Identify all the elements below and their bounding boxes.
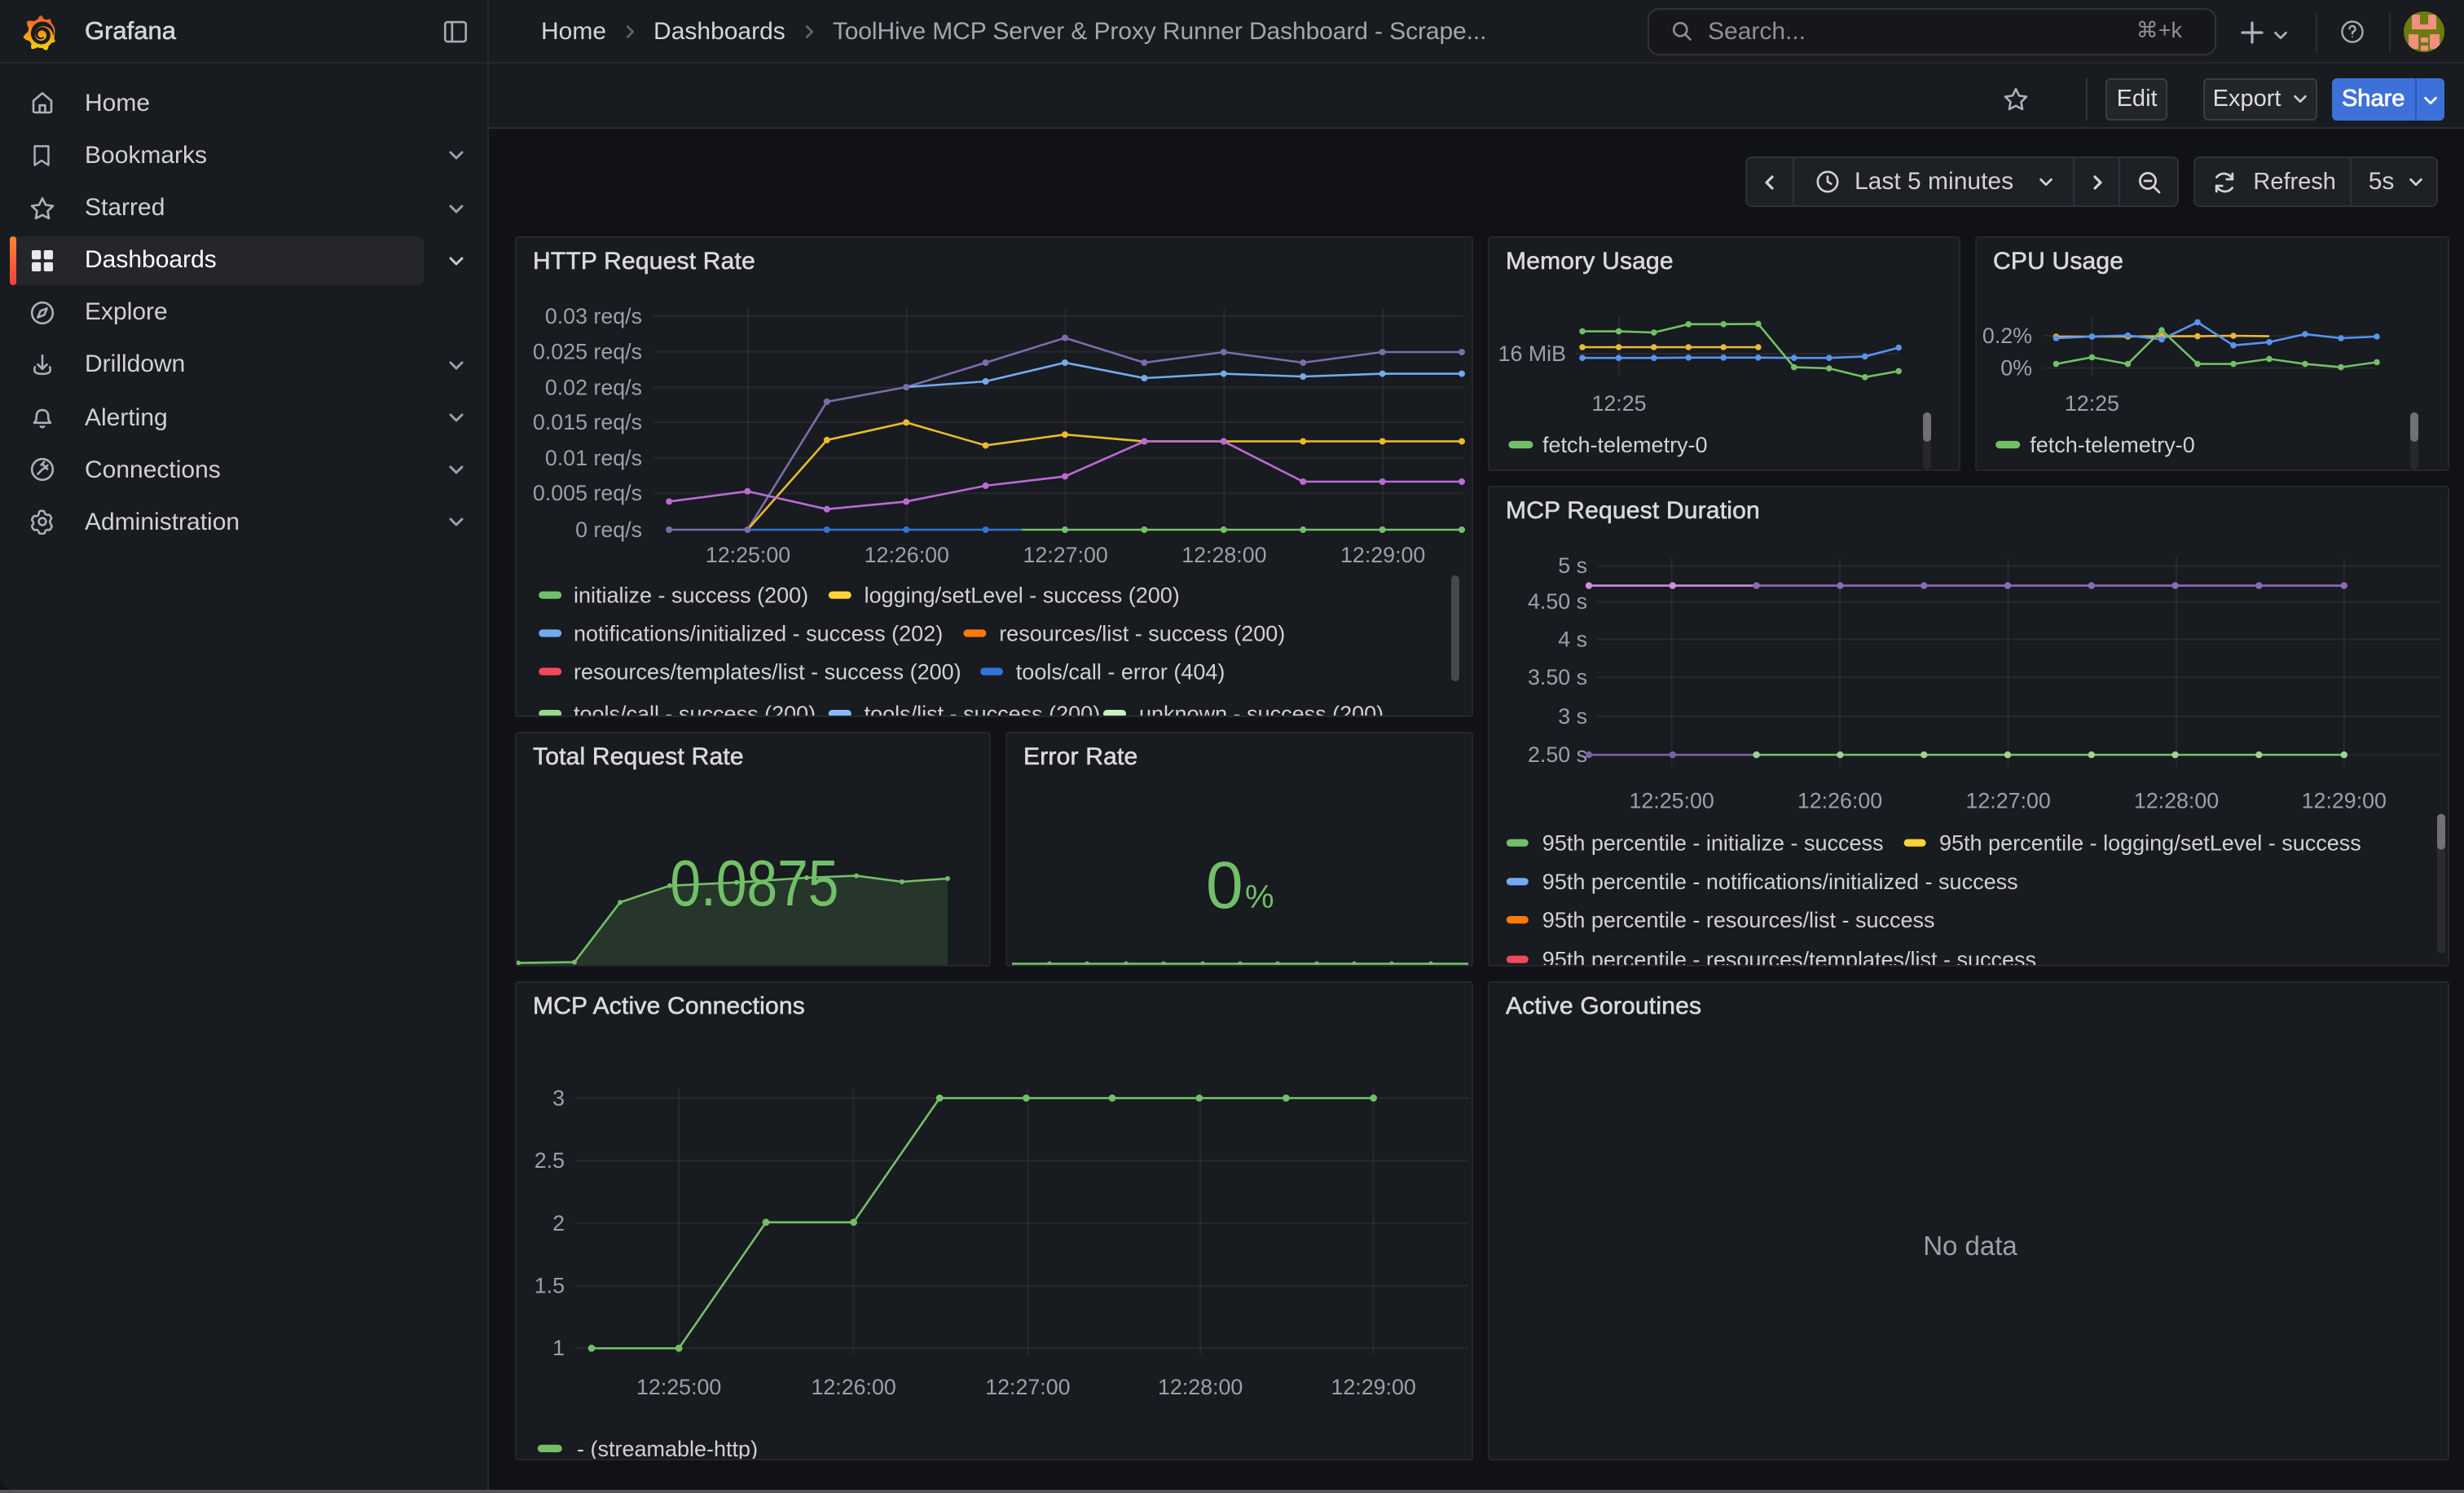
svg-text:0 req/s: 0 req/s [575,517,642,542]
svg-text:95th percentile - resources/li: 95th percentile - resources/list - succe… [1542,907,1935,931]
svg-text:4 s: 4 s [1558,627,1587,651]
svg-text:12:25: 12:25 [2065,391,2119,416]
svg-text:12:26:00: 12:26:00 [811,1374,895,1398]
svg-text:initialize - success (200): initialize - success (200) [574,584,808,608]
svg-text:fetch-telemetry-0: fetch-telemetry-0 [1542,433,1708,457]
svg-text:12:26:00: 12:26:00 [865,543,949,567]
svg-text:95th percentile - notification: 95th percentile - notifications/initiali… [1542,869,2018,893]
svg-text:12:25:00: 12:25:00 [1629,788,1714,813]
svg-text:12:28:00: 12:28:00 [2134,788,2219,813]
svg-text:0.005 req/s: 0.005 req/s [533,481,642,505]
svg-text:5 s: 5 s [1558,553,1587,577]
svg-text:12:29:00: 12:29:00 [2302,788,2387,813]
svg-text:resources/list - success (200): resources/list - success (200) [999,621,1285,645]
svg-text:notifications/initialized - su: notifications/initialized - success (202… [574,621,943,645]
svg-text:resources/templates/list - suc: resources/templates/list - success (200) [574,659,961,684]
svg-text:unknown - success (200): unknown - success (200) [1139,702,1384,716]
svg-text:0: 0 [1206,848,1243,923]
svg-text:tools/list - success (200): tools/list - success (200) [865,702,1101,716]
svg-text:12:29:00: 12:29:00 [1340,543,1425,567]
svg-text:0.0875: 0.0875 [670,847,838,919]
svg-text:3.50 s: 3.50 s [1528,664,1587,689]
svg-text:0.03 req/s: 0.03 req/s [545,304,642,328]
svg-text:12:25: 12:25 [1591,391,1646,416]
svg-text:logging/setLevel - success (20: logging/setLevel - success (200) [865,584,1180,608]
svg-text:3: 3 [552,1085,565,1109]
svg-text:95th percentile - logging/setL: 95th percentile - logging/setLevel - suc… [1939,830,2361,855]
svg-text:16 MiB: 16 MiB [1498,341,1566,366]
svg-text:fetch-telemetry-0: fetch-telemetry-0 [2030,433,2195,457]
svg-text:%: % [1245,879,1274,915]
svg-text:2.5: 2.5 [535,1147,565,1172]
svg-text:12:27:00: 12:27:00 [1023,543,1107,567]
svg-text:12:27:00: 12:27:00 [985,1374,1070,1398]
svg-text:12:28:00: 12:28:00 [1181,543,1266,567]
svg-text:0.01 req/s: 0.01 req/s [545,446,642,470]
svg-text:4.50 s: 4.50 s [1528,588,1587,613]
svg-text:0%: 0% [2000,356,2032,381]
svg-text:95th percentile - initialize -: 95th percentile - initialize - success [1542,830,1884,855]
svg-text:1.5: 1.5 [535,1273,565,1297]
svg-text:1: 1 [552,1335,565,1359]
svg-text:tools/call - success (200): tools/call - success (200) [574,702,816,716]
svg-text:12:25:00: 12:25:00 [706,543,790,567]
svg-text:0.015 req/s: 0.015 req/s [533,410,642,434]
svg-text:12:29:00: 12:29:00 [1331,1374,1415,1398]
svg-text:2: 2 [552,1210,565,1235]
svg-text:12:27:00: 12:27:00 [1965,788,2050,813]
svg-text:0.2%: 0.2% [1982,324,2032,348]
svg-text:12:26:00: 12:26:00 [1797,788,1882,813]
svg-text:- (streamable-http): - (streamable-http) [577,1436,758,1459]
svg-text:3 s: 3 s [1558,703,1587,728]
svg-text:12:28:00: 12:28:00 [1158,1374,1243,1398]
svg-text:0.025 req/s: 0.025 req/s [533,340,642,364]
svg-text:0.02 req/s: 0.02 req/s [545,375,642,399]
svg-text:12:25:00: 12:25:00 [636,1374,721,1398]
svg-text:tools/call - error (404): tools/call - error (404) [1016,659,1225,684]
svg-text:95th percentile - resources/te: 95th percentile - resources/templates/li… [1542,947,2036,965]
svg-text:2.50 s: 2.50 s [1528,742,1587,766]
